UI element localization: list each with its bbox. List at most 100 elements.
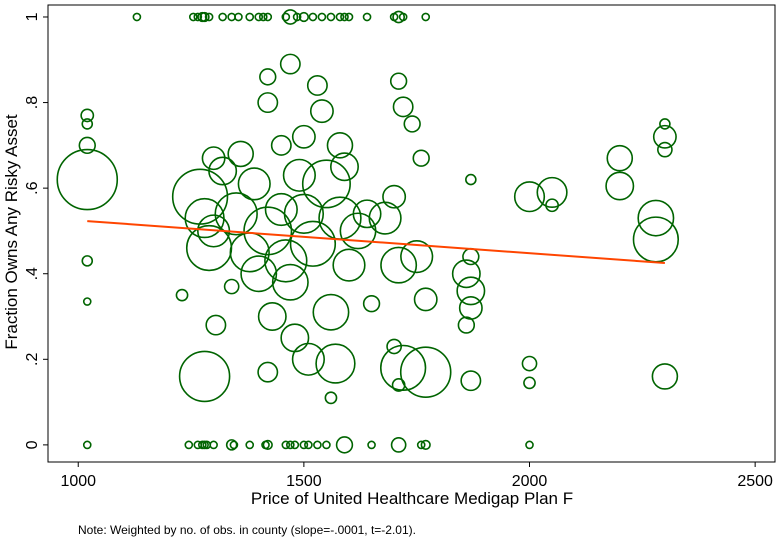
bubble xyxy=(82,440,92,450)
y-tick-label: .2 xyxy=(24,353,41,366)
bubble xyxy=(218,12,227,22)
bubble xyxy=(420,439,431,451)
bubble xyxy=(380,246,418,284)
bubble xyxy=(81,255,94,267)
y-tick-label: 1 xyxy=(24,12,41,21)
bubble xyxy=(460,370,482,392)
y-tick-label: 0 xyxy=(24,440,41,449)
bubble xyxy=(398,12,408,22)
bubble xyxy=(281,440,291,450)
bubble xyxy=(367,440,376,450)
bubble xyxy=(283,193,325,234)
bubble xyxy=(332,248,366,282)
bubble xyxy=(324,391,338,405)
bubble xyxy=(209,440,218,450)
y-tick-label: .6 xyxy=(24,181,41,194)
bubble xyxy=(525,440,534,450)
bubble xyxy=(56,148,119,211)
bubble xyxy=(257,361,279,383)
bubble xyxy=(245,440,255,450)
bubble xyxy=(382,184,407,209)
bubble xyxy=(659,118,671,130)
bubble xyxy=(175,288,189,302)
bubble xyxy=(313,440,322,450)
bubble xyxy=(400,239,434,274)
bubble xyxy=(606,144,634,172)
bubble xyxy=(465,173,477,186)
bubble xyxy=(291,342,325,376)
x-tick-label: 1500 xyxy=(286,473,322,490)
bubble xyxy=(605,171,635,201)
bubble xyxy=(352,199,382,229)
bubble xyxy=(208,156,238,186)
bubble xyxy=(270,134,292,156)
bubble xyxy=(257,92,279,114)
bubble xyxy=(178,350,231,403)
bubble xyxy=(412,149,430,167)
bubble xyxy=(317,12,327,22)
bubble xyxy=(282,158,316,192)
bubble xyxy=(132,12,142,22)
plot-frame xyxy=(47,4,776,463)
bubble xyxy=(290,440,300,450)
bubble xyxy=(451,259,481,289)
bubble xyxy=(204,12,214,22)
note: Note: Weighted by no. of obs. in county … xyxy=(78,523,416,537)
bubble xyxy=(657,141,673,158)
bubble xyxy=(193,12,203,22)
bubble xyxy=(259,68,277,86)
bubble xyxy=(456,276,486,306)
bubble xyxy=(391,378,406,392)
bubble xyxy=(279,53,301,75)
bubble xyxy=(299,440,309,450)
bubble xyxy=(326,12,336,22)
bubble xyxy=(184,440,194,450)
bubble xyxy=(227,140,254,168)
bubble xyxy=(271,263,309,301)
bubble xyxy=(637,199,675,237)
bubble xyxy=(282,9,299,25)
bubble xyxy=(326,132,354,159)
bubble xyxy=(392,96,414,118)
y-tick-label: .4 xyxy=(24,267,41,280)
bubble xyxy=(340,12,349,22)
bubble xyxy=(399,346,452,398)
bubble xyxy=(301,159,351,209)
bubble xyxy=(292,12,302,22)
bubble xyxy=(199,11,210,23)
x-axis-label: Price of United Healthcare Medigap Plan … xyxy=(251,489,573,508)
bubble xyxy=(205,314,227,336)
bubble xyxy=(390,437,407,453)
bubble xyxy=(254,12,264,22)
bubble xyxy=(362,294,381,313)
bubble xyxy=(306,74,328,96)
bubble xyxy=(312,293,350,331)
bubble xyxy=(652,124,677,149)
fit-line xyxy=(87,220,665,265)
bubble xyxy=(513,181,546,213)
bubble xyxy=(285,440,295,450)
bubble xyxy=(344,12,354,22)
bubble xyxy=(80,108,95,123)
bubble xyxy=(298,11,310,23)
bubble xyxy=(243,206,293,256)
bubble xyxy=(258,12,268,22)
bubble xyxy=(335,436,354,454)
bubble xyxy=(257,302,287,332)
bubble xyxy=(78,136,96,155)
bubble xyxy=(521,355,538,372)
bubble xyxy=(229,440,239,450)
bubble xyxy=(329,152,359,182)
bubble xyxy=(81,118,94,130)
bubble xyxy=(240,255,278,293)
bubble xyxy=(264,192,298,227)
bubble xyxy=(416,440,426,450)
bubble xyxy=(262,439,273,451)
bubble xyxy=(245,12,255,22)
x-tick-label: 1000 xyxy=(60,473,96,490)
bubble xyxy=(237,167,271,201)
x-tick-label: 2500 xyxy=(737,473,773,490)
y-tick-label: .8 xyxy=(24,96,41,109)
